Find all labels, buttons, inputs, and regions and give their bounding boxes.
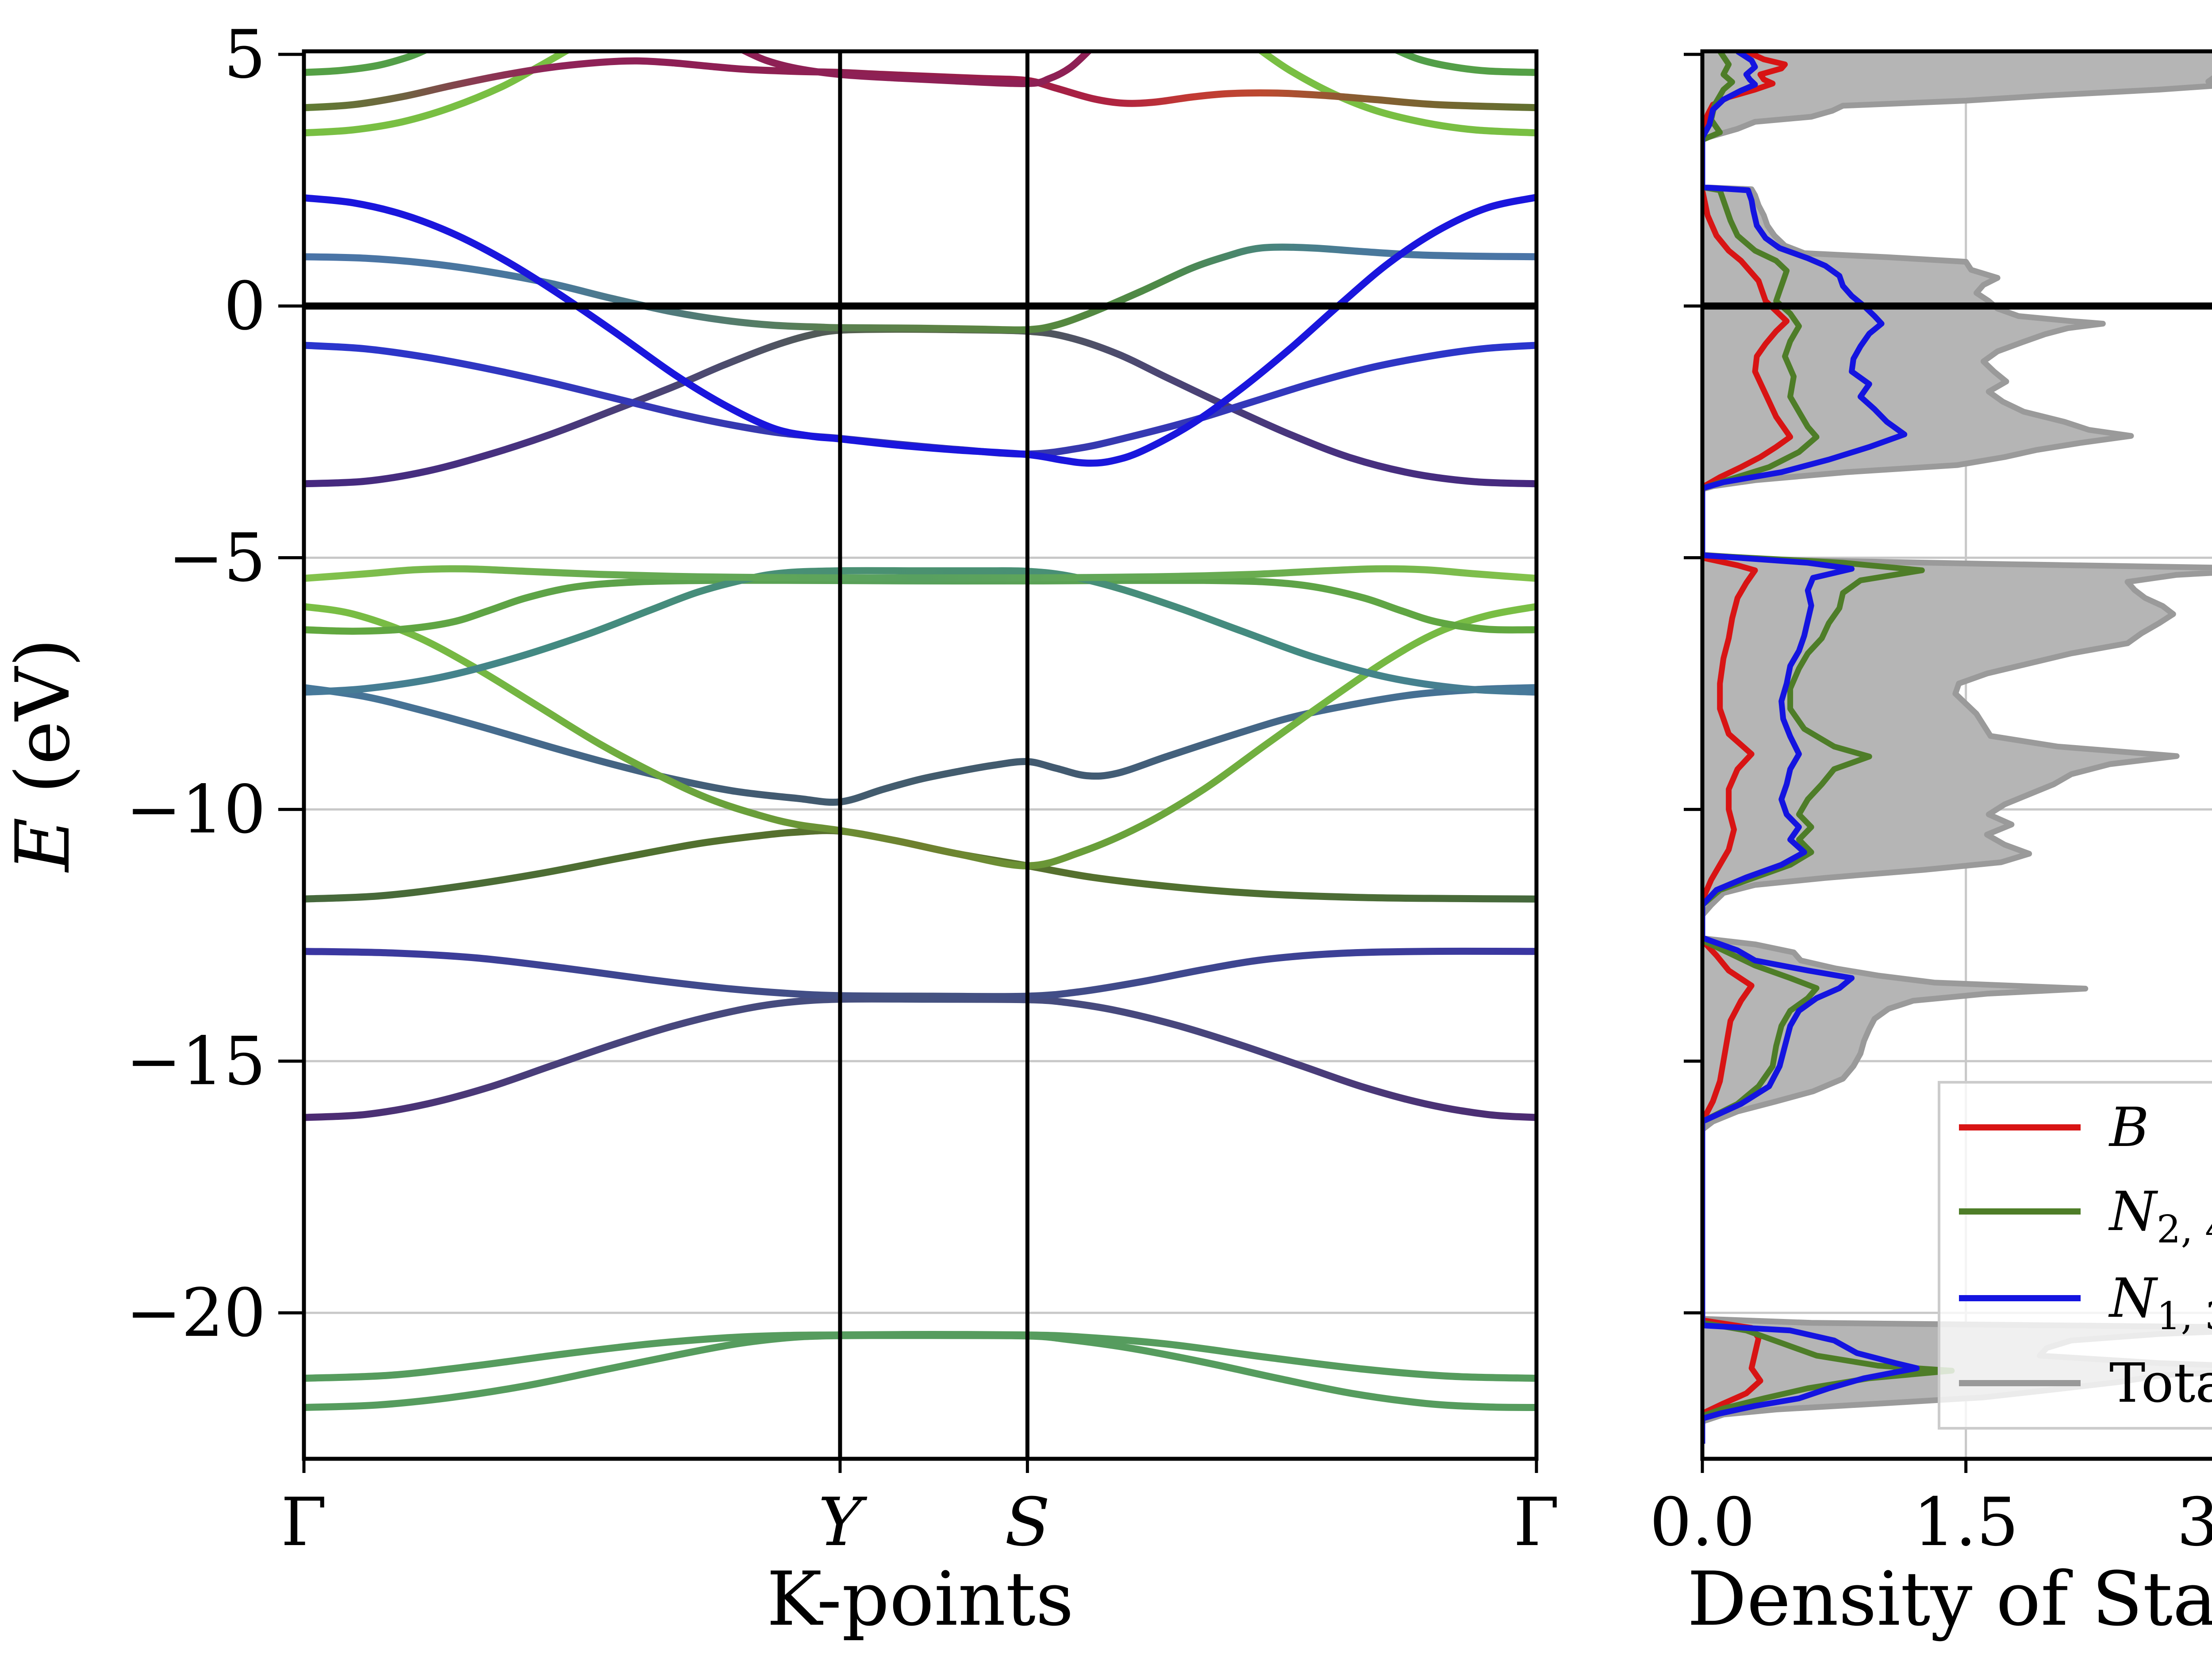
band-mid-green-join [304, 577, 1536, 635]
band-mid-teal-plateau [304, 567, 1536, 696]
band-ytick-label: 5 [224, 16, 266, 93]
dos-xaxis-label: Density of States [1687, 1556, 2212, 1642]
band-valence-deep-2 [304, 1332, 1536, 1411]
band-cond-green-high-R [1392, 51, 1536, 76]
dos-total-fill [1702, 51, 2212, 1444]
band-xtick-label: Γ [281, 1484, 327, 1561]
band-cond-lgreen-R [1256, 51, 1536, 137]
dos-panel [1700, 49, 2212, 1461]
band-mid-steep-green [304, 603, 1536, 869]
band-ytick-label: −10 [126, 771, 266, 848]
reference-lines [304, 51, 2212, 1459]
dos-xtick-label: 0.0 [1650, 1484, 1755, 1561]
legend-label-N: N1, 3 [2108, 1267, 2212, 1338]
band-ytick-label: −15 [126, 1023, 266, 1100]
dos-curve-N13 [1702, 51, 1920, 1444]
band-xtick-label: Γ [1513, 1484, 1559, 1561]
dos-curves [1702, 51, 2212, 1444]
band-fermi-steel-green [304, 243, 1536, 334]
legend-box [1938, 1081, 2212, 1430]
band-cond-maroon-extra [738, 51, 1093, 87]
band-xtick-label: S [1005, 1484, 1050, 1561]
band-xtick-label: Y [818, 1484, 867, 1561]
band-yaxis-label: E (eV) [0, 638, 86, 873]
band-xaxis-label: K-points [767, 1556, 1074, 1642]
dos-total-line [1702, 75, 2212, 1444]
legend-label-Total: Total [2109, 1352, 2212, 1415]
band-ytick-label: −20 [126, 1275, 266, 1352]
band-lines [304, 51, 1536, 1411]
dos-curve-N24 [1702, 51, 1955, 1444]
band-cond-green-high-L [304, 51, 430, 76]
band-band-16eV [304, 995, 1536, 1121]
dos-curve-B [1702, 51, 1793, 1444]
legend: B N2, 4 N1, 3 Total [1938, 1081, 2212, 1430]
band-gap-navy [304, 342, 1536, 458]
band-band-13eV [304, 947, 1536, 1000]
band-ytick-label: 0 [224, 268, 266, 345]
axis-ticks: 5 0 −5 −10 −15 −20 Γ Y S Γ 0.0 1.5 3.0 [126, 16, 2212, 1561]
band-valence-deep-1 [304, 1330, 1536, 1382]
band-panel [302, 49, 1539, 1461]
dos-xtick-label: 1.5 [1913, 1484, 2019, 1561]
band-mid-dark-green [304, 827, 1536, 903]
band-gap-purple [304, 325, 1536, 488]
yaxis-label-unit: (eV) [0, 638, 86, 817]
band-ytick-label: −5 [168, 520, 266, 597]
band-mid-steel [304, 684, 1536, 806]
yaxis-label-E: E [0, 817, 86, 873]
band-cond-olive-maroon-chain [304, 57, 1536, 112]
panel-frames [302, 49, 2212, 1461]
band-mid-light-green-top [304, 565, 1536, 582]
legend-label-N: N2, 4 [2108, 1180, 2212, 1252]
dos-xtick-label: 3.0 [2177, 1484, 2212, 1561]
legend-label-B: B [2108, 1096, 2149, 1159]
